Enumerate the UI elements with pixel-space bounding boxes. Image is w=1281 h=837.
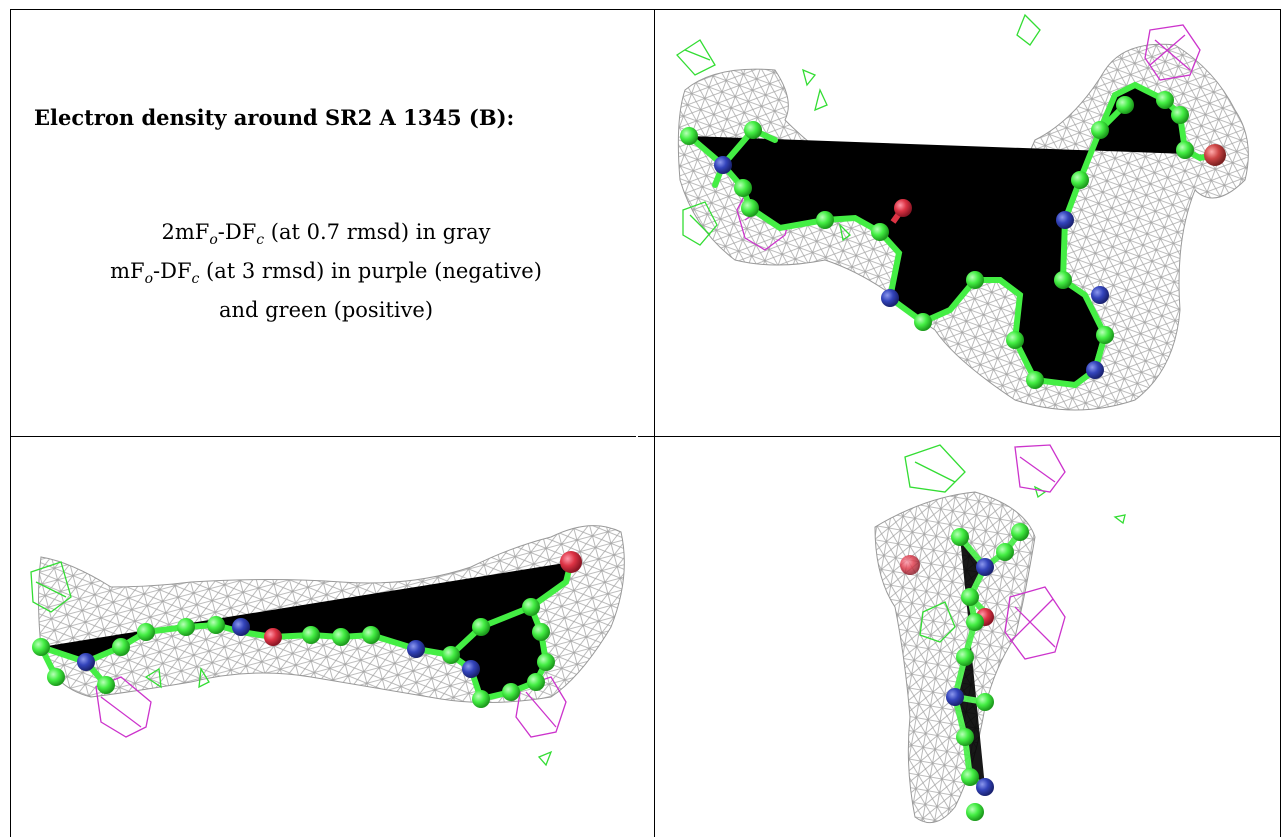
l1-sub-o: o	[209, 232, 218, 249]
l1-sub-c: c	[256, 232, 265, 249]
border-row-right	[638, 436, 1281, 437]
l1-mid: -DF	[217, 220, 257, 244]
l2-sub-c: c	[191, 271, 200, 288]
border-row-left	[10, 436, 636, 437]
l2-post: (at 3 rmsd) in purple (negative)	[199, 259, 542, 284]
caption-line-1: 2mFo-DFc (at 0.7 rmsd) in gray	[11, 217, 641, 256]
l1-pre: 2mF	[161, 220, 210, 244]
panel-top-right	[655, 10, 1280, 436]
panel-bottom-left	[11, 437, 654, 837]
l2-mid: -DF	[153, 259, 192, 284]
border-left	[10, 9, 11, 837]
atoms	[900, 523, 1029, 821]
l1-post: (at 0.7 rmsd) in gray	[264, 220, 491, 244]
negative-density-blobs	[1004, 444, 1066, 660]
molecule-density-view	[30, 525, 625, 767]
molecule-density-view	[676, 13, 1249, 411]
caption-line-3: and green (positive)	[218, 298, 434, 323]
panel-bottom-right	[655, 437, 1280, 837]
caption-title: Electron density around SR2 A 1345 (B):	[34, 105, 515, 130]
atoms	[680, 91, 1226, 389]
l2-pre: mF	[110, 259, 145, 284]
negative-density-blobs	[95, 676, 567, 738]
atoms	[32, 551, 582, 708]
molecule-density-view	[874, 444, 1126, 824]
positive-density-blobs	[904, 444, 1126, 643]
l2-sub-o: o	[144, 271, 154, 288]
caption-line-2: mFo-DFc (at 3 rmsd) in purple (negative)	[11, 256, 641, 295]
border-middle	[654, 9, 655, 837]
border-top	[10, 9, 1281, 10]
caption-cell: Electron density around SR2 A 1345 (B): …	[11, 10, 654, 436]
positive-density-blobs	[676, 13, 1041, 246]
caption-body: 2mFo-DFc (at 0.7 rmsd) in gray mFo-DFc (…	[11, 217, 641, 326]
